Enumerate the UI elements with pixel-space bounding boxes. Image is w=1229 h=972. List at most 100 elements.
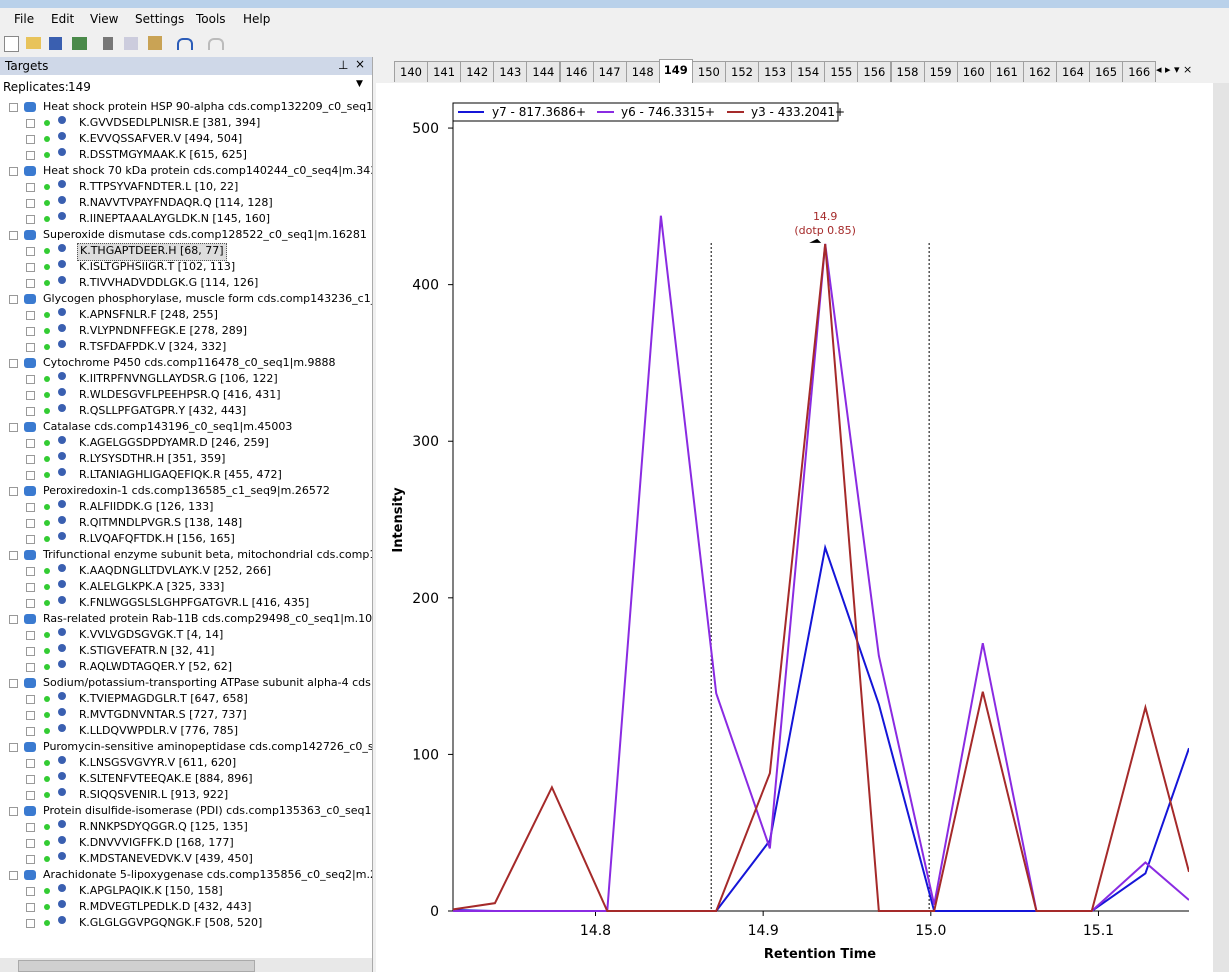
peptide-row[interactable]: R.DSSTMGYMAAK.K [615, 625]: [79, 148, 247, 161]
peptide-row[interactable]: K.EVVQSSAFVER.V [494, 504]: [79, 132, 243, 145]
expander[interactable]: [9, 871, 18, 880]
expander[interactable]: [26, 343, 35, 352]
expander[interactable]: [26, 535, 35, 544]
replicate-tab[interactable]: 149: [658, 59, 693, 83]
expander[interactable]: [26, 599, 35, 608]
expander[interactable]: [9, 295, 18, 304]
peptide-row[interactable]: K.APNSFNLR.F [248, 255]: [79, 308, 218, 321]
protein-row[interactable]: Protein disulfide-isomerase (PDI) cds.co…: [43, 804, 372, 817]
peptide-row[interactable]: R.TIVVHADVDDLGK.G [114, 126]: [79, 276, 259, 289]
peptide-row[interactable]: K.IITRPFNVNGLLAYDSR.G [106, 122]: [79, 372, 278, 385]
replicate-tab[interactable]: 148: [625, 61, 660, 82]
undo-button[interactable]: [177, 38, 193, 50]
expander[interactable]: [26, 583, 35, 592]
expander[interactable]: [26, 727, 35, 736]
peptide-row[interactable]: R.NAVVTVPAYFNDAQR.Q [114, 128]: [79, 196, 273, 209]
replicate-tab[interactable]: 152: [725, 61, 759, 82]
expander[interactable]: [26, 119, 35, 128]
expander[interactable]: [9, 423, 18, 432]
expander[interactable]: [26, 327, 35, 336]
replicate-tab[interactable]: 165: [1089, 61, 1124, 82]
new-button[interactable]: [4, 36, 19, 52]
expander[interactable]: [26, 503, 35, 512]
peptide-row[interactable]: R.TSFDAFPDK.V [324, 332]: [79, 340, 227, 353]
replicate-tab[interactable]: 144: [526, 61, 561, 82]
peptide-row[interactable]: R.AQLWDTAGQER.Y [52, 62]: [79, 660, 233, 673]
replicate-tab[interactable]: 154: [791, 61, 826, 82]
replicate-tab[interactable]: 141: [427, 61, 462, 82]
peptide-row[interactable]: K.FNLWGGSLSLGHPFGATGVR.L [416, 435]: [79, 596, 310, 609]
expander[interactable]: [26, 311, 35, 320]
expander[interactable]: [26, 823, 35, 832]
expander[interactable]: [9, 167, 18, 176]
peptide-row[interactable]: R.LYSYSDTHR.H [351, 359]: [79, 452, 226, 465]
expander[interactable]: [26, 887, 35, 896]
replicate-tab[interactable]: 140: [394, 61, 428, 82]
replicate-tab[interactable]: 159: [923, 61, 958, 82]
menu-item[interactable]: Tools: [196, 12, 226, 26]
peptide-row[interactable]: K.SLTENFVTEEQAK.E [884, 896]: [79, 772, 253, 785]
protein-row[interactable]: Superoxide dismutase cds.comp128522_c0_s…: [43, 228, 367, 241]
replicate-dropdown[interactable]: 149: [68, 80, 91, 94]
expander[interactable]: [9, 103, 18, 112]
peptide-row[interactable]: K.AAQDNGLLTDVLAYK.V [252, 266]: [79, 564, 272, 577]
peptide-row[interactable]: R.ALFIIDDK.G [126, 133]: [79, 500, 214, 513]
expander[interactable]: [9, 359, 18, 368]
expander[interactable]: [26, 471, 35, 480]
expander[interactable]: [26, 455, 35, 464]
protein-row[interactable]: Puromycin-sensitive aminopeptidase cds.c…: [43, 740, 372, 753]
peptide-row[interactable]: K.VVLVGDSGVGK.T [4, 14]: [79, 628, 224, 641]
protein-row[interactable]: Cytochrome P450 cds.comp116478_c0_seq1|m…: [43, 356, 336, 369]
expander[interactable]: [9, 807, 18, 816]
peptide-row[interactable]: R.LVQAFQFTDK.H [156, 165]: [79, 532, 235, 545]
peptide-row[interactable]: K.GLGLGGVPGQNGK.F [508, 520]: [79, 916, 263, 929]
peptide-row[interactable]: R.QSLLPFGATGPR.Y [432, 443]: [79, 404, 247, 417]
dropdown-arrow[interactable]: ▼: [356, 79, 363, 89]
expander[interactable]: [26, 791, 35, 800]
protein-row[interactable]: Ras-related protein Rab-11B cds.comp2949…: [43, 612, 372, 625]
cut-button[interactable]: [103, 37, 113, 50]
expander[interactable]: [26, 759, 35, 768]
replicate-tab[interactable]: 150: [691, 61, 726, 82]
peptide-row[interactable]: K.MDSTANEVEDVK.V [439, 450]: [79, 852, 253, 865]
protein-row[interactable]: Sodium/potassium-transporting ATPase sub…: [43, 676, 372, 689]
peptide-row[interactable]: K.THGAPTDEER.H [68, 77]: [77, 243, 227, 261]
menu-item[interactable]: Edit: [51, 12, 75, 26]
menu-item[interactable]: File: [14, 12, 35, 26]
expander[interactable]: [9, 615, 18, 624]
expander[interactable]: [26, 135, 35, 144]
replicate-tab[interactable]: 161: [989, 61, 1024, 82]
protein-row[interactable]: Peroxiredoxin-1 cds.comp136585_c1_seq9|m…: [43, 484, 330, 497]
replicate-tab[interactable]: 155: [824, 61, 859, 82]
tab-nav[interactable]: ◂ ▸ ▾ ×: [1156, 63, 1193, 76]
replicate-tab[interactable]: 164: [1056, 61, 1090, 82]
protein-row[interactable]: Catalase cds.comp143196_c0_seq1|m.45003: [43, 420, 293, 433]
redo-button[interactable]: [208, 38, 224, 50]
import-button[interactable]: [72, 37, 87, 50]
expander[interactable]: [26, 647, 35, 656]
expander[interactable]: [26, 407, 35, 416]
peptide-row[interactable]: K.ISLTGPHSIIGR.T [102, 113]: [79, 260, 236, 273]
peptide-row[interactable]: R.LTANIAGHLIGAQEFIQK.R [455, 472]: [79, 468, 282, 481]
peptide-row[interactable]: K.LLDQVWPDLR.V [776, 785]: [79, 724, 239, 737]
expander[interactable]: [9, 231, 18, 240]
replicate-tab[interactable]: 160: [956, 61, 991, 82]
expander[interactable]: [26, 183, 35, 192]
close-button[interactable]: ×: [355, 57, 366, 71]
expander[interactable]: [9, 487, 18, 496]
peptide-row[interactable]: K.STIGVEFATR.N [32, 41]: [79, 644, 215, 657]
replicate-tab[interactable]: 162: [1022, 61, 1057, 82]
expander[interactable]: [9, 551, 18, 560]
peptide-row[interactable]: K.AGELGGSDPDYAMR.D [246, 259]: [79, 436, 269, 449]
peptide-row[interactable]: R.QITMNDLPVGR.S [138, 148]: [79, 516, 243, 529]
expander[interactable]: [26, 903, 35, 912]
peptide-row[interactable]: R.IINEPTAAALAYGLDK.N [145, 160]: [79, 212, 270, 225]
peptide-row[interactable]: R.TTPSYVAFNDTER.L [10, 22]: [79, 180, 239, 193]
peptide-row[interactable]: K.TVIEPMAGDGLR.T [647, 658]: [79, 692, 248, 705]
expander[interactable]: [26, 567, 35, 576]
h-scrollbar[interactable]: [0, 958, 372, 972]
replicate-tab[interactable]: 153: [758, 61, 793, 82]
expander[interactable]: [26, 151, 35, 160]
protein-row[interactable]: Arachidonate 5-lipoxygenase cds.comp1358…: [43, 868, 372, 881]
paste-button[interactable]: [148, 36, 162, 50]
